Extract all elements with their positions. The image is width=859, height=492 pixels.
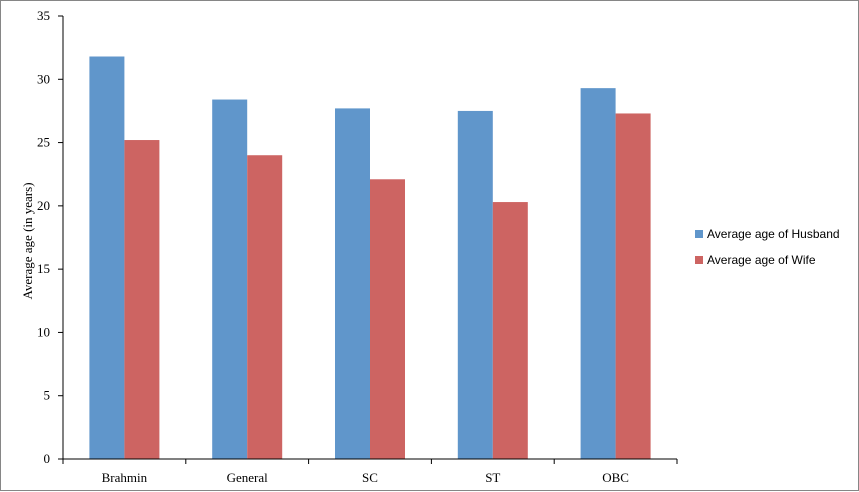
y-tick-label: 20 — [37, 198, 50, 213]
x-tick-label: ST — [485, 470, 500, 485]
x-tick-label: Brahmin — [102, 470, 148, 485]
legend-swatch-husband — [695, 230, 703, 238]
y-tick-label: 5 — [44, 388, 51, 403]
legend-label-wife: Average age of Wife — [707, 253, 816, 267]
x-tick-label: General — [227, 470, 269, 485]
y-tick-label: 0 — [44, 451, 51, 466]
bar-husband-obc — [580, 88, 616, 459]
bars-group — [89, 56, 651, 460]
y-tick-label: 10 — [37, 324, 50, 339]
axes-group — [62, 16, 677, 460]
bar-husband-general — [212, 99, 248, 459]
y-ticks-group: 0 5 10 15 20 25 30 35 — [37, 8, 63, 466]
bar-wife-st — [492, 202, 528, 459]
x-tick-label: OBC — [602, 470, 629, 485]
y-tick-label: 35 — [37, 8, 50, 23]
y-tick-label: 25 — [37, 135, 50, 150]
y-axis-title: Average age (in years) — [20, 182, 35, 299]
bar-husband-st — [457, 110, 493, 459]
bar-husband-brahmin — [89, 56, 125, 459]
bar-wife-brahmin — [124, 140, 160, 460]
legend-swatch-wife — [695, 256, 703, 264]
bar-husband-sc — [335, 108, 370, 459]
y-tick-label: 30 — [37, 71, 50, 86]
legend: Average age of Husband Average age of Wif… — [695, 227, 840, 267]
x-tick-label: SC — [362, 470, 378, 485]
bar-wife-general — [247, 155, 283, 459]
y-tick-label: 15 — [37, 261, 50, 276]
x-ticks-group: Brahmin General SC ST OBC — [62, 459, 678, 485]
bar-wife-sc — [370, 179, 405, 459]
legend-label-husband: Average age of Husband — [707, 227, 840, 241]
bar-wife-obc — [615, 113, 651, 460]
